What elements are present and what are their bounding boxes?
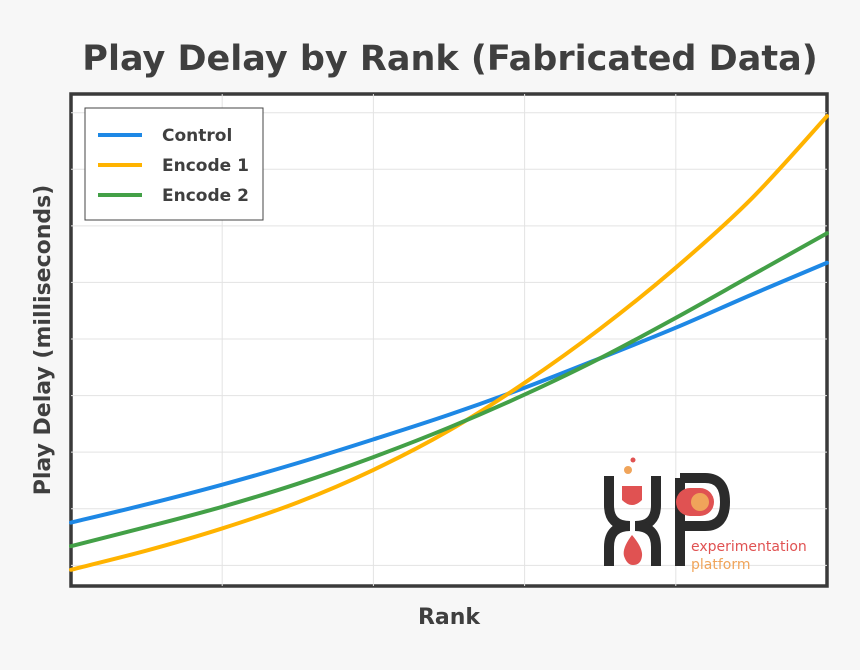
xp-logo-text-experimentation: experimentation	[691, 539, 807, 555]
legend-label-encode-1: Encode 1	[162, 156, 249, 176]
xp-logo-beaker-icon	[622, 486, 642, 505]
xp-logo-bubble-small-icon	[630, 457, 636, 463]
series-line-encode-2	[69, 231, 829, 549]
chart-title: Play Delay by Rank (Fabricated Data)	[82, 39, 817, 79]
y-axis-label: Play Delay (milliseconds)	[31, 185, 56, 496]
xp-logo-mark	[604, 457, 731, 566]
xp-logo-flame-icon	[623, 535, 643, 565]
legend-label-encode-2: Encode 2	[162, 186, 249, 206]
xp-logo-x-lower-left	[604, 521, 631, 566]
series-lines	[69, 114, 829, 572]
series-line-control	[69, 260, 829, 525]
x-axis-label: Rank	[418, 605, 481, 630]
xp-logo-bubble-icon	[624, 466, 632, 474]
xp-logo-p-bowl	[680, 473, 731, 531]
xp-logo-x-lower-right	[634, 521, 661, 566]
xp-logo-text-platform: platform	[691, 557, 751, 573]
xp-logo: experimentation platform	[604, 457, 807, 573]
legend-label-control: Control	[162, 126, 232, 146]
xp-logo-toggle-knob-icon	[691, 493, 709, 511]
legend: Control Encode 1 Encode 2	[84, 107, 264, 221]
